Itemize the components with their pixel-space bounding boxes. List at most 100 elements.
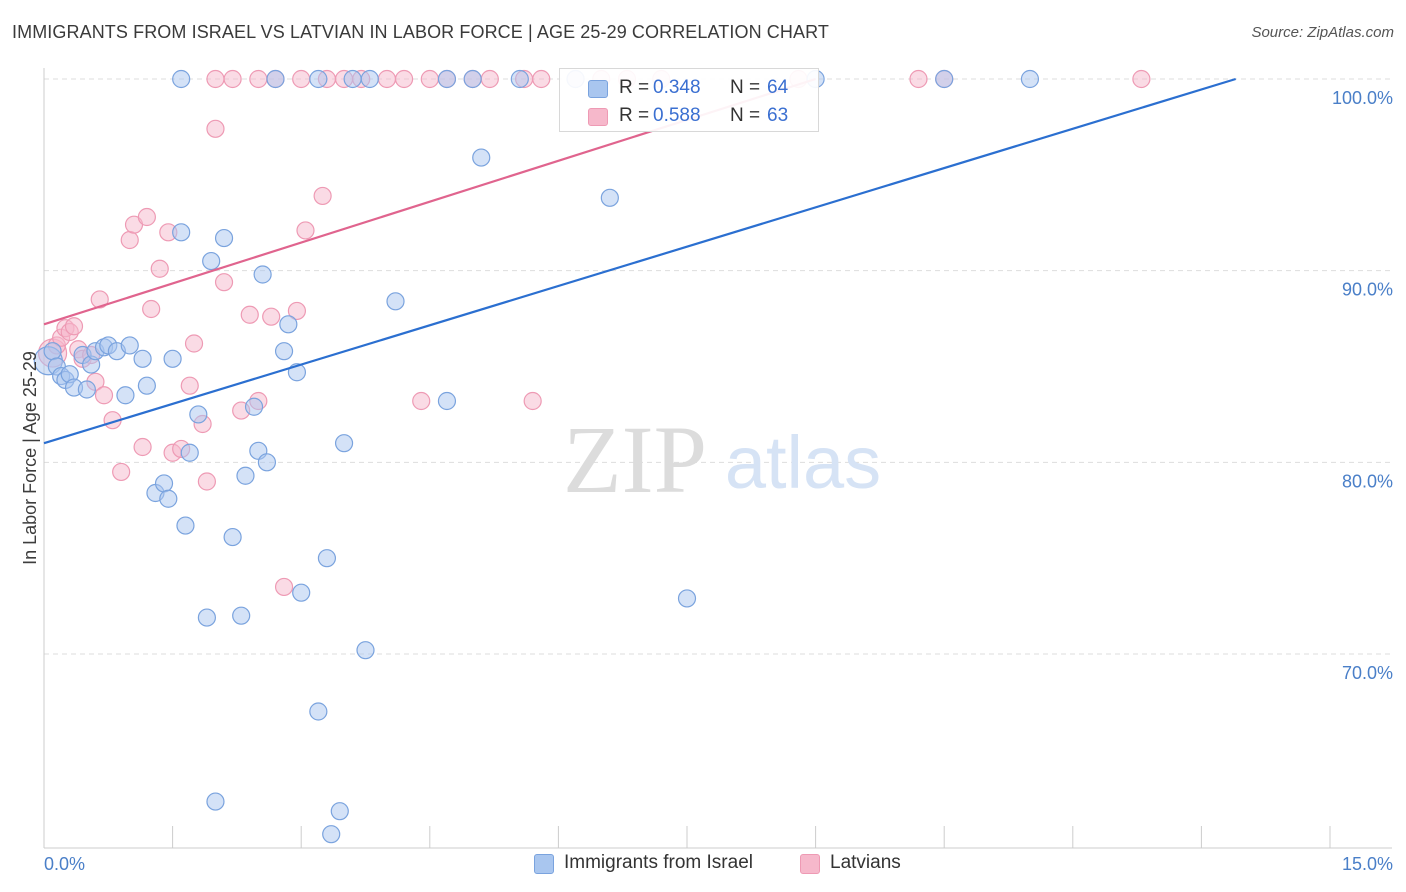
latvian-point — [523, 391, 542, 411]
israel-point — [176, 516, 195, 535]
israel-point — [677, 589, 697, 608]
israel-point — [180, 443, 199, 462]
latvian-point — [120, 230, 139, 250]
legend-r-label: R = — [619, 77, 650, 98]
israel-point — [292, 583, 311, 602]
latvian-point — [287, 301, 307, 321]
latvian-point — [412, 391, 431, 411]
y-tick-label: 70.0% — [1342, 663, 1393, 683]
israel-point — [472, 148, 491, 167]
israel-point — [172, 223, 191, 242]
latvian-point — [64, 317, 84, 336]
latvian-legend-label: Latvians — [830, 852, 901, 873]
latvian-point — [292, 69, 311, 89]
israel-point — [206, 792, 225, 811]
israel-point — [1020, 69, 1040, 89]
legend-n-value: 63 — [767, 105, 789, 126]
watermark: ZIP atlas — [563, 406, 881, 513]
latvian-point — [197, 472, 216, 491]
israel-point — [253, 265, 272, 284]
israel-point — [137, 376, 156, 395]
source-label: Source: ZipAtlas.com — [1251, 24, 1394, 41]
y-tick-label: 90.0% — [1342, 280, 1393, 300]
israel-point — [77, 380, 96, 399]
legend-r-label: R = — [619, 105, 650, 126]
israel-point — [279, 315, 298, 334]
x-tick-label: 0.0% — [44, 854, 85, 874]
latvian-point — [249, 69, 268, 89]
israel-point — [437, 391, 457, 411]
israel-point — [274, 342, 294, 361]
latvian-legend-swatch — [800, 854, 820, 874]
israel-point — [236, 466, 255, 485]
israel-point — [159, 489, 178, 508]
israel-point — [197, 608, 216, 627]
x-tick-label: 15.0% — [1342, 854, 1393, 874]
legend-r-value: 0.588 — [653, 105, 701, 126]
israel-point — [266, 69, 285, 89]
legend-row-latvian: R = 0.588 N = 63 — [560, 102, 818, 130]
israel-point — [356, 641, 375, 660]
israel-point — [322, 825, 341, 844]
israel-point — [214, 228, 234, 248]
watermark-atlas: atlas — [725, 421, 881, 504]
israel-point — [116, 386, 135, 405]
israel-point — [223, 527, 242, 547]
latvian-point — [296, 221, 315, 240]
latvian-point — [262, 307, 281, 326]
israel-point — [463, 69, 482, 89]
israel-point — [133, 349, 152, 368]
israel-points — [33, 69, 1040, 844]
israel-point — [43, 342, 62, 361]
israel-swatch — [588, 80, 608, 98]
latvian-point — [223, 69, 242, 89]
latvian-point — [112, 462, 131, 482]
latvian-point — [1132, 69, 1151, 89]
latvian-point — [206, 69, 225, 89]
latvian-point — [206, 119, 225, 138]
israel-point — [343, 69, 362, 89]
israel-point — [154, 474, 174, 493]
latvian-point — [313, 186, 332, 206]
correlation-legend: R = 0.348 N = 64 R = 0.588 N = 63 — [559, 68, 819, 132]
israel-point — [437, 69, 457, 89]
israel-point — [244, 397, 264, 416]
latvian-point — [184, 334, 204, 353]
chart-title: IMMIGRANTS FROM ISRAEL VS LATVIAN IN LAB… — [12, 22, 829, 42]
latvian-point — [137, 207, 156, 227]
israel-point — [309, 69, 328, 89]
y-tick-label: 80.0% — [1342, 471, 1393, 491]
latvian-point — [377, 69, 397, 89]
watermark-zip: ZIP — [563, 406, 707, 513]
axes — [43, 68, 1392, 849]
latvian-point — [90, 290, 109, 309]
latvian-point — [240, 305, 259, 324]
latvian-point — [214, 273, 234, 292]
legend-r-value: 0.348 — [653, 77, 701, 98]
latvian-point — [142, 299, 161, 319]
israel-point — [309, 702, 328, 721]
latvian-point — [480, 69, 499, 89]
israel-point — [232, 606, 251, 625]
latvian-point — [150, 259, 169, 278]
legend-n-label: N = — [730, 105, 761, 126]
tick-labels: 100.0% 90.0% 80.0% 70.0% 0.0% 15.0% — [44, 88, 1393, 874]
latvian-point — [394, 69, 414, 89]
israel-point — [510, 69, 529, 89]
legend-n-label: N = — [730, 77, 761, 98]
israel-point — [317, 549, 337, 568]
series-legend: Immigrants from Israel Latvians — [0, 850, 1406, 880]
latvian-point — [274, 577, 294, 597]
israel-point — [386, 292, 405, 311]
israel-legend-swatch — [534, 854, 554, 874]
y-tick-label: 100.0% — [1332, 88, 1393, 108]
israel-point — [935, 69, 954, 89]
latvian-point — [532, 69, 551, 89]
israel-point — [120, 336, 139, 355]
legend-row-israel: R = 0.348 N = 64 — [560, 74, 818, 102]
israel-point — [257, 453, 277, 472]
latvian-point — [420, 69, 439, 89]
israel-point — [334, 434, 354, 453]
israel-point — [360, 69, 379, 89]
